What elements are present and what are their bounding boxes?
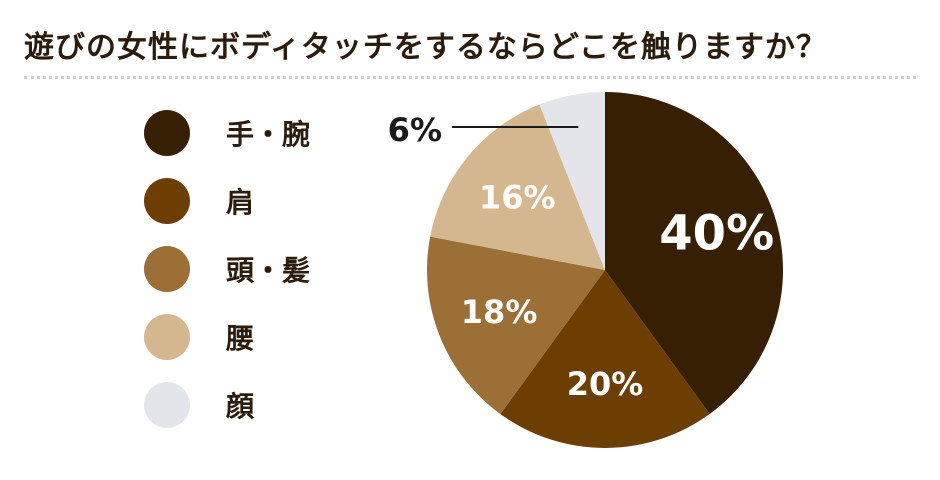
legend-swatch-waist <box>144 314 190 360</box>
pie-slice-waist <box>430 104 605 270</box>
legend-label-waist: 腰 <box>226 322 255 355</box>
legend-item-hand-arm: 手・腕 <box>144 110 364 156</box>
legend-item-shoulder: 肩 <box>144 178 364 224</box>
legend-label-shoulder: 肩 <box>226 186 255 219</box>
legend-label-hand-arm: 手・腕 <box>226 118 311 151</box>
pie-label-shoulder: 20% <box>567 365 644 403</box>
chart-title: 遊びの女性にボディタッチをするならどこを触りますか？ <box>24 30 827 65</box>
legend: 手・腕 肩 頭・髪 腰 顔 <box>144 110 364 450</box>
title-divider <box>24 76 916 79</box>
pie-label-waist: 16% <box>479 178 556 216</box>
legend-swatch-shoulder <box>144 178 190 224</box>
legend-label-head-hair: 頭・髪 <box>226 254 311 287</box>
legend-item-head-hair: 頭・髪 <box>144 246 364 292</box>
legend-item-face: 顔 <box>144 382 364 428</box>
pie-label-head-hair: 18% <box>461 293 538 331</box>
pie-slice-face <box>539 92 605 270</box>
pie-slice-head-hair <box>427 236 605 415</box>
legend-swatch-hand-arm <box>144 110 190 156</box>
pie-label-face: 6% <box>388 111 442 149</box>
pie-slice-shoulder <box>500 270 710 449</box>
pie-label-hand-arm: 40% <box>659 206 774 262</box>
legend-label-face: 顔 <box>226 390 255 423</box>
legend-item-waist: 腰 <box>144 314 364 360</box>
pie-slice-hand-arm <box>605 92 784 415</box>
legend-swatch-face <box>144 382 190 428</box>
legend-swatch-head-hair <box>144 246 190 292</box>
